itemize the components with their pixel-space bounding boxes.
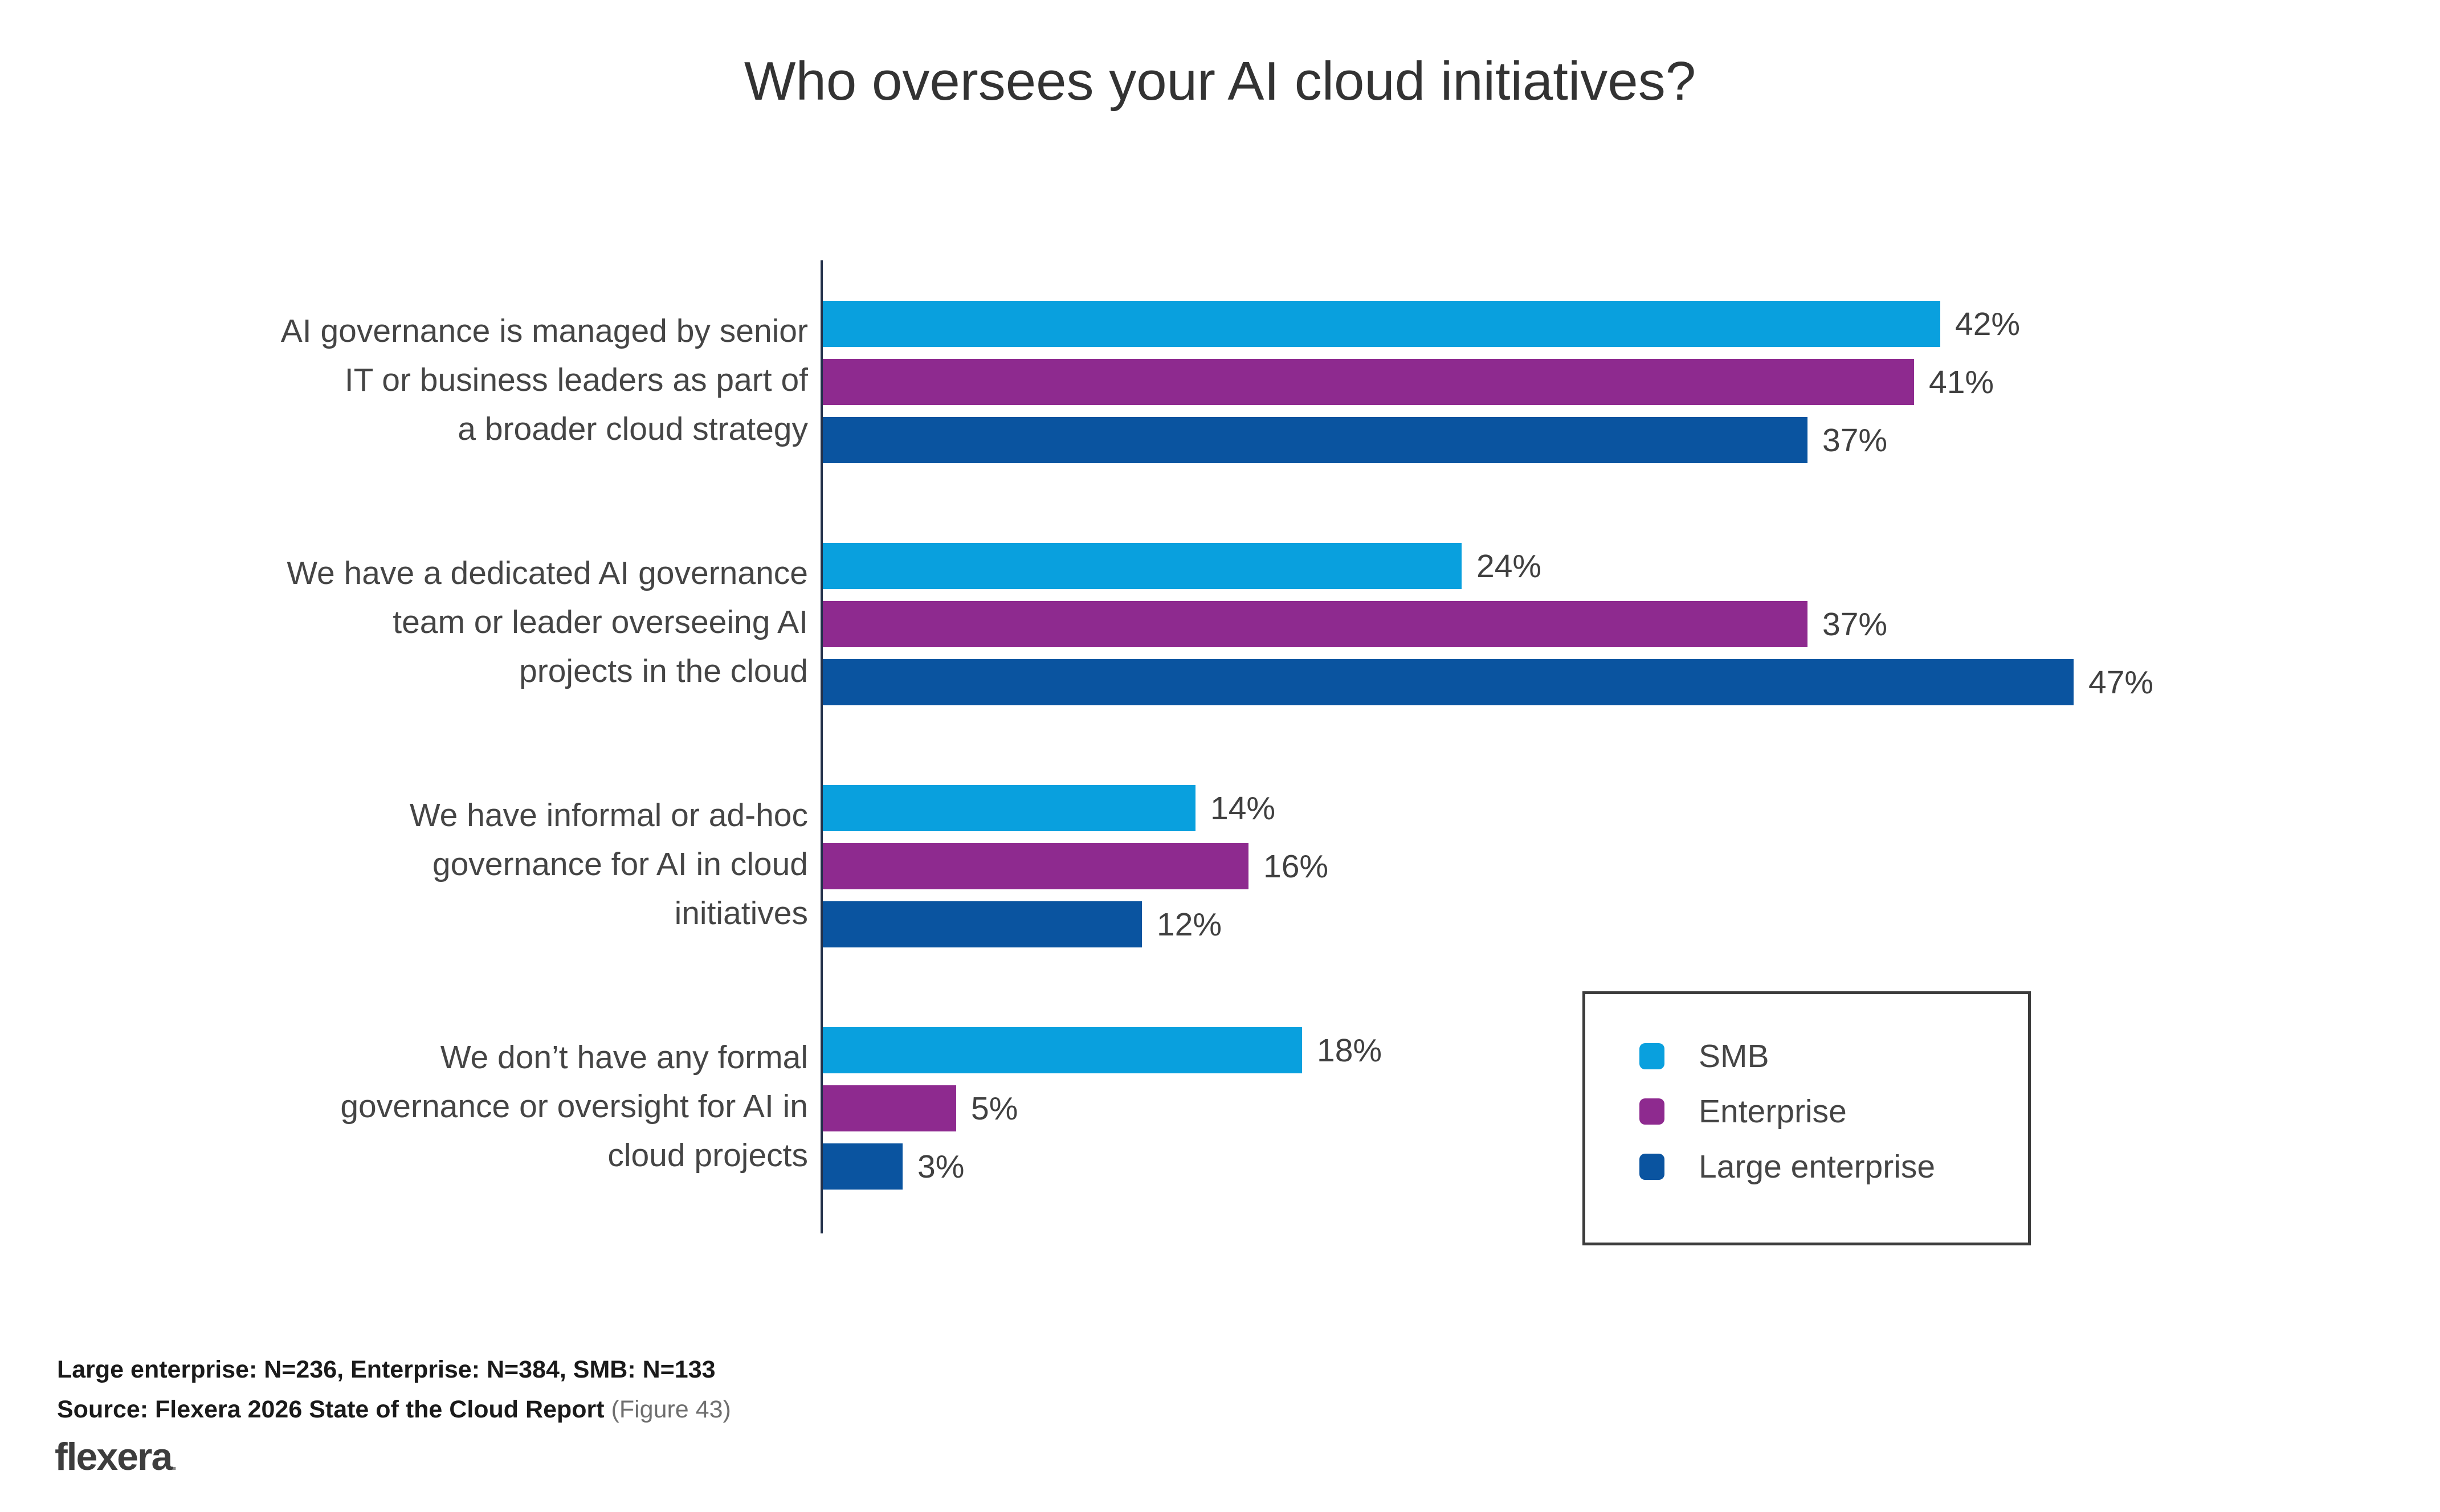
chart-group-senior-leaders: AI governance is managed by senior IT or… [0, 301, 2440, 463]
bar-enterprise [823, 843, 1248, 889]
flexera-logo-dot: . [172, 1453, 177, 1474]
bar-enterprise [823, 1085, 956, 1131]
bar-smb [823, 301, 1940, 347]
bar-row: 16% [823, 843, 1328, 889]
bar-enterprise [823, 601, 1807, 647]
legend-item-smb: SMB [1639, 1038, 2028, 1074]
bar-rows: 24% 37% 47% [823, 543, 2153, 705]
bar-smb [823, 785, 1195, 831]
value-label: 37% [1822, 422, 1888, 459]
bar-large-enterprise [823, 659, 2074, 705]
bar-row: 47% [823, 659, 2153, 705]
value-label: 5% [971, 1090, 1018, 1127]
value-label: 37% [1822, 606, 1888, 643]
value-label: 47% [2088, 664, 2154, 701]
chart-title: Who oversees your AI cloud initiatives? [744, 51, 1696, 112]
category-label: We have a dedicated AI governance team o… [287, 555, 808, 689]
value-label: 16% [1263, 848, 1329, 885]
flexera-logo: flexera. [55, 1435, 177, 1479]
chart-group-dedicated-team: We have a dedicated AI governance team o… [0, 543, 2440, 705]
value-label: 14% [1210, 790, 1276, 827]
source-note: Source: Flexera 2026 State of the Cloud … [57, 1396, 731, 1424]
bar-row: 41% [823, 359, 2020, 405]
bar-smb [823, 1027, 1302, 1073]
sample-size-note: Large enterprise: N=236, Enterprise: N=3… [57, 1356, 716, 1383]
bar-rows: 14% 16% 12% [823, 785, 1328, 947]
value-label: 24% [1476, 547, 1542, 585]
legend-item-enterprise: Enterprise [1639, 1093, 2028, 1130]
bar-row: 12% [823, 901, 1328, 947]
bar-large-enterprise [823, 1143, 903, 1190]
legend: SMB Enterprise Large enterprise [1582, 991, 2031, 1245]
value-label: 41% [1929, 363, 1994, 401]
legend-swatch-large-enterprise [1639, 1154, 1664, 1180]
category-label: We don’t have any formal governance or o… [340, 1039, 808, 1174]
source-text: Source: Flexera 2026 State of the Cloud … [57, 1396, 605, 1423]
legend-swatch-smb [1639, 1043, 1664, 1069]
legend-label: Enterprise [1699, 1093, 1847, 1130]
bar-enterprise [823, 359, 1914, 405]
legend-label: Large enterprise [1699, 1149, 1936, 1185]
y-axis-line [821, 260, 823, 1233]
legend-item-large-enterprise: Large enterprise [1639, 1149, 2028, 1185]
flexera-logo-text: flexera [55, 1435, 173, 1478]
bar-row: 14% [823, 785, 1328, 831]
chart-group-informal-governance: We have informal or ad-hoc governance fo… [0, 785, 2440, 947]
chart-group-no-formal-governance: We don’t have any formal governance or o… [0, 1027, 2440, 1190]
bar-large-enterprise [823, 417, 1807, 463]
bar-row: 18% [823, 1027, 1382, 1073]
category-label: AI governance is managed by senior IT or… [280, 313, 808, 447]
figure-number: (Figure 43) [604, 1396, 731, 1423]
legend-label: SMB [1699, 1038, 1769, 1074]
bar-row: 42% [823, 301, 2020, 347]
value-label: 42% [1955, 305, 2021, 342]
value-label: 18% [1317, 1032, 1382, 1069]
category-label: We have informal or ad-hoc governance fo… [409, 797, 808, 931]
bar-row: 24% [823, 543, 2153, 589]
value-label: 3% [917, 1148, 965, 1185]
legend-swatch-enterprise [1639, 1098, 1664, 1125]
value-label: 12% [1157, 906, 1222, 943]
bar-row: 5% [823, 1085, 1382, 1131]
bar-row: 37% [823, 601, 2153, 647]
bar-large-enterprise [823, 901, 1142, 947]
bar-rows: 42% 41% 37% [823, 301, 2020, 463]
bar-row: 3% [823, 1143, 1382, 1190]
bar-row: 37% [823, 417, 2020, 463]
bar-rows: 18% 5% 3% [823, 1027, 1382, 1190]
bar-smb [823, 543, 1462, 589]
